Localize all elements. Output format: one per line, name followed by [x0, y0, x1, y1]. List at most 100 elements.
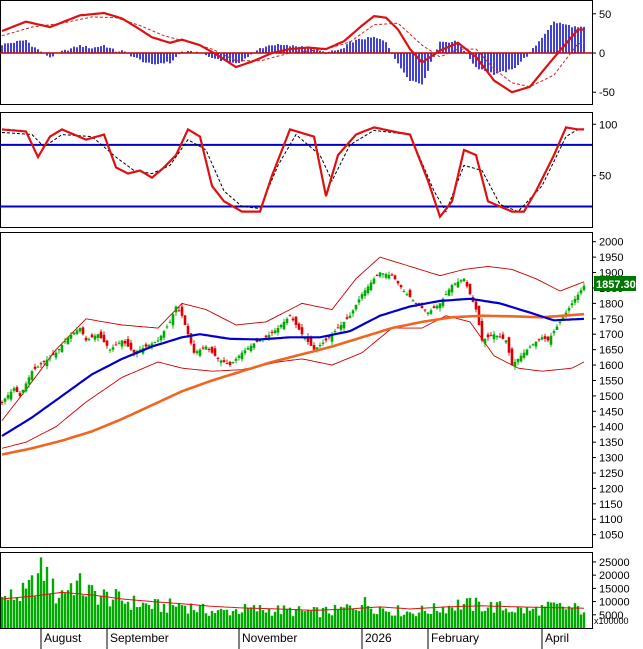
candle-body — [567, 308, 571, 311]
short-moving-average-line — [1, 297, 585, 437]
volume-bar — [177, 603, 181, 628]
candle-body — [579, 290, 583, 294]
candle-body — [423, 309, 427, 311]
volume-bar — [42, 580, 46, 628]
volume-bar — [102, 589, 106, 628]
candle-body — [210, 346, 214, 353]
volume-bar — [36, 573, 40, 628]
candle-body — [528, 346, 532, 348]
candle-body — [564, 312, 568, 315]
last-price-badge — [594, 276, 636, 291]
volume-tick-label: 5000 — [599, 610, 623, 622]
volume-bar — [63, 593, 67, 628]
volume-bar — [384, 611, 388, 628]
candle-body — [420, 305, 424, 309]
date-tick-label: April — [545, 631, 569, 645]
candle-body — [534, 341, 538, 347]
volume-bar — [348, 605, 352, 628]
price-tick-label: 1550 — [599, 375, 623, 387]
volume-bar — [453, 610, 457, 628]
volume-bar — [330, 615, 334, 628]
volume-bar — [246, 607, 250, 628]
volume-bar — [483, 610, 487, 628]
volume-bar — [474, 597, 478, 628]
candle-body — [117, 342, 121, 344]
candle-body — [213, 348, 217, 356]
volume-bar — [462, 603, 466, 628]
candle-body — [207, 349, 211, 351]
candle-body — [195, 351, 199, 354]
volume-bar — [219, 608, 223, 628]
candle-body — [0, 402, 4, 404]
volume-bar — [243, 603, 247, 628]
candle-body — [108, 349, 112, 351]
volume-bar — [225, 609, 229, 628]
volume-bar — [126, 601, 130, 628]
candle-body — [552, 331, 556, 334]
candle-body — [522, 352, 526, 358]
candle-body — [426, 312, 430, 315]
volume-bar — [522, 613, 526, 628]
candle-body — [330, 334, 334, 342]
volume-bar — [558, 602, 562, 628]
candle-body — [114, 344, 118, 346]
volume-bar — [153, 599, 157, 628]
volume-bar — [204, 613, 208, 628]
candle-body — [225, 363, 229, 365]
volume-bar — [255, 611, 259, 628]
candle-body — [504, 340, 508, 343]
macd-line — [1, 11, 584, 94]
volume-bar — [354, 609, 358, 628]
candle-body — [369, 282, 373, 291]
candle-body — [183, 315, 187, 325]
price-tick-label: 1250 — [599, 468, 623, 480]
candle-body — [84, 337, 88, 341]
volume-bar — [93, 591, 97, 628]
candle-body — [429, 310, 433, 314]
volume-bar — [27, 579, 31, 628]
candle-body — [87, 338, 91, 340]
candle-body — [9, 391, 13, 400]
candle-body — [321, 342, 325, 344]
volume-bar — [123, 603, 127, 628]
candle-body — [312, 345, 316, 350]
bollinger-upper-band — [1, 256, 585, 421]
candle-body — [264, 335, 268, 338]
volume-bar — [564, 609, 568, 628]
volume-bar — [54, 603, 58, 628]
candle-body — [111, 347, 115, 350]
volume-bar — [420, 605, 424, 628]
candle-body — [375, 275, 379, 277]
volume-bar — [318, 617, 322, 628]
candle-body — [159, 335, 163, 341]
volume-bar — [132, 595, 136, 628]
last-price-label: 1857.30 — [596, 279, 636, 291]
volume-bar — [447, 605, 451, 628]
candle-body — [237, 355, 241, 358]
candle-body — [81, 327, 85, 335]
volume-bar — [516, 606, 520, 628]
candle-body — [573, 298, 577, 303]
volume-tick-label: 15000 — [599, 583, 630, 595]
volume-bar — [15, 597, 19, 628]
candle-body — [459, 280, 463, 282]
candle-body — [537, 339, 541, 341]
candle-body — [516, 358, 520, 363]
volume-bar — [360, 604, 364, 628]
volume-bar — [69, 583, 73, 628]
volume-bar — [537, 615, 541, 628]
candle-body — [501, 334, 505, 339]
volume-bar — [9, 589, 13, 628]
volume-bar — [402, 614, 406, 628]
candle-body — [396, 280, 400, 284]
price-tick-label: 1050 — [599, 530, 623, 542]
candle-body — [45, 359, 49, 367]
candle-body — [336, 327, 340, 329]
volume-bar — [534, 606, 538, 628]
volume-bar — [405, 611, 409, 628]
volume-bar — [465, 598, 469, 628]
candle-body — [510, 348, 514, 366]
volume-bar — [189, 603, 193, 628]
candle-body — [258, 340, 262, 342]
volume-bar — [300, 610, 304, 628]
